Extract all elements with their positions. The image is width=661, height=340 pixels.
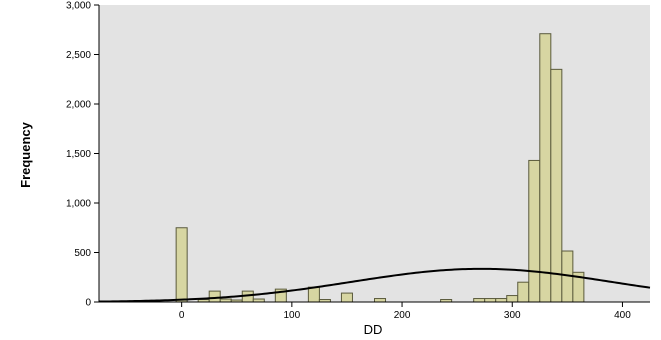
x-tick-label: 100 [284, 310, 301, 321]
axes-layer: 0 500 1,000 1,500 2,000 2,500 3,000 0 100 200 300 4… [66, 1, 650, 321]
histogram-bar [307, 286, 320, 303]
x-tick-label: 200 [394, 310, 411, 321]
y-tick-label: 1,000 [66, 199, 91, 210]
histogram-bar [495, 298, 508, 303]
x-tick-label: 400 [614, 310, 631, 321]
histogram-bar [340, 292, 353, 303]
x-tick-label: 300 [504, 310, 521, 321]
histogram-bar [374, 298, 387, 303]
histogram-bar [517, 281, 530, 303]
x-tick-label: 0 [179, 310, 185, 321]
y-tick-label: 0 [85, 298, 91, 309]
y-tick-label: 1,500 [66, 149, 91, 160]
histogram-bar [550, 68, 563, 303]
y-tick-label: 500 [74, 248, 91, 259]
histogram-bar [528, 159, 541, 303]
histogram-bar [506, 295, 519, 303]
histogram-bar [473, 298, 486, 303]
histogram-bar [539, 33, 552, 303]
y-tick-label: 3,000 [66, 1, 91, 12]
y-tick-label: 2,500 [66, 50, 91, 61]
histogram-bar [208, 290, 221, 303]
x-axis-label: DD [364, 322, 383, 337]
normal-curve [98, 267, 651, 303]
histogram-bar [175, 227, 188, 303]
y-axis-label: Frequency [18, 121, 33, 188]
histogram-bar [484, 298, 497, 303]
y-tick-label: 2,000 [66, 100, 91, 111]
